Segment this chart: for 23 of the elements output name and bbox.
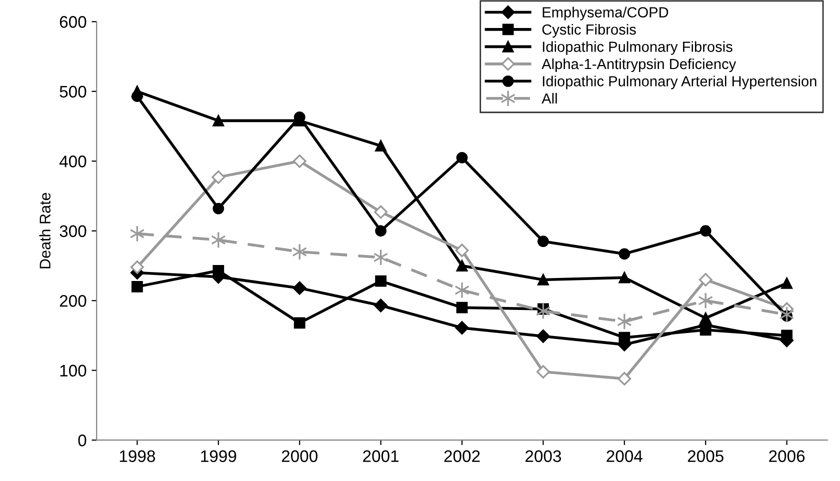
y-tick-label: 400 <box>59 156 86 168</box>
legend-label: Emphysema/COPD <box>542 6 668 20</box>
y-tick-label: 500 <box>60 86 86 98</box>
x-tick-label: 2001 <box>363 450 399 462</box>
y-tick-label: 100 <box>60 364 86 377</box>
legend-label: Alpha-1-Antitrypsin Deficiency <box>542 58 736 72</box>
x-tick-label: 2004 <box>606 450 642 462</box>
y-tick-label: 0 <box>78 434 86 446</box>
x-tick-label: 2005 <box>688 450 724 462</box>
x-tick-label: 1999 <box>201 450 236 462</box>
legend-label: Cystic Fibrosis <box>542 24 636 38</box>
x-tick-label: 2000 <box>282 450 318 462</box>
x-tick-label: 2006 <box>769 450 805 462</box>
y-tick-label: 600 <box>60 16 86 28</box>
legend-label: Idiopathic Pulmonary Fibrosis <box>542 41 732 55</box>
y-tick-label: 300 <box>60 225 86 238</box>
x-tick-label: 2002 <box>444 450 480 462</box>
y-tick-label: 200 <box>60 295 86 307</box>
legend-label: Idiopathic Pulmonary Arterial Hypertension <box>542 76 816 90</box>
x-tick-label: 1998 <box>120 450 156 462</box>
legend-label: All <box>542 92 557 104</box>
y-axis-title: Death Rate <box>39 192 50 268</box>
x-tick-label: 2003 <box>526 450 562 462</box>
